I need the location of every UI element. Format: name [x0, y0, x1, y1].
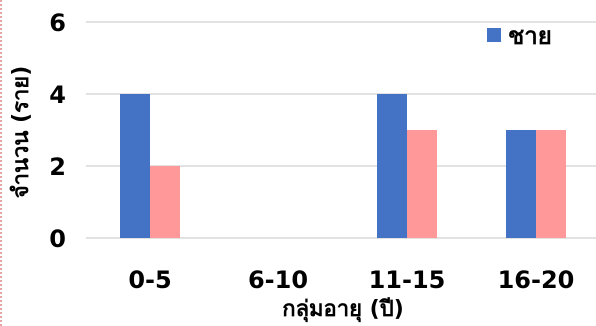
x-tick-label-0-5: 0-5 — [128, 266, 171, 294]
y-tick-label-4: 4 — [49, 81, 66, 109]
y-tick-labels: 0 2 4 6 — [49, 9, 66, 253]
bar-series1-0-5 — [150, 166, 180, 238]
left-dotted-border — [0, 0, 2, 326]
bar-series0-16-20 — [506, 130, 536, 238]
x-tick-label-16-20: 16-20 — [498, 266, 575, 294]
x-tick-label-6-10: 6-10 — [248, 266, 308, 294]
legend-swatch-male — [487, 28, 501, 42]
x-tick-labels: 0-5 6-10 11-15 16-20 — [128, 266, 574, 294]
legend: ชาย — [487, 22, 552, 50]
bar-series1-16-20 — [536, 130, 566, 238]
bars — [120, 94, 566, 238]
bar-series1-11-15 — [407, 130, 437, 238]
bar-series0-0-5 — [120, 94, 150, 238]
bar-series0-11-15 — [377, 94, 407, 238]
x-axis-title: กลุ่มอายุ (ปี) — [282, 297, 404, 323]
legend-label-male: ชาย — [508, 22, 552, 50]
y-tick-label-6: 6 — [49, 9, 66, 37]
y-axis-title: จำนวน (ราย) — [9, 66, 34, 199]
y-tick-label-0: 0 — [49, 225, 66, 253]
y-tick-label-2: 2 — [49, 153, 66, 181]
x-tick-label-11-15: 11-15 — [369, 266, 446, 294]
